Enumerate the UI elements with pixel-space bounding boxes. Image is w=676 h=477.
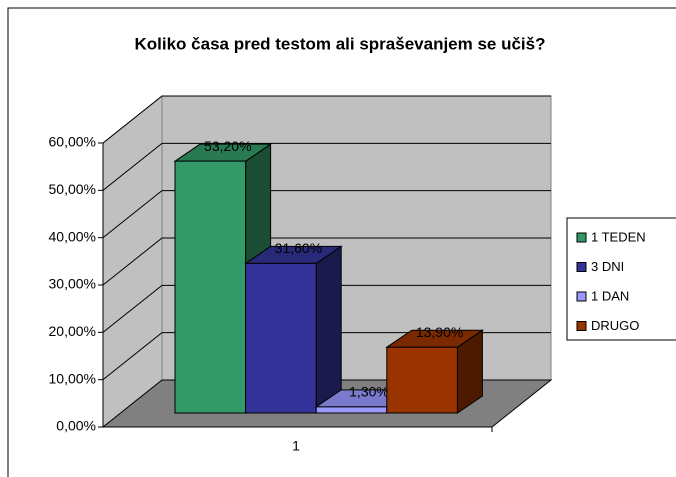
- grid-line: [102, 142, 551, 191]
- legend-label: 1 DAN: [591, 288, 629, 303]
- legend-label: 3 DNI: [591, 259, 624, 274]
- value-label: 13,90%: [416, 324, 463, 340]
- bar-front: [174, 160, 247, 414]
- legend-label: 1 TEDEN: [591, 229, 646, 244]
- legend-swatch: [576, 262, 587, 272]
- y-tick-label: 20,00%: [49, 323, 96, 339]
- bar-side: [315, 245, 342, 414]
- grid-line: [102, 95, 551, 144]
- grid-line: [102, 237, 551, 286]
- y-tick-label: 40,00%: [49, 228, 96, 244]
- value-label: 31,60%: [275, 240, 322, 256]
- y-tick-label: 60,00%: [49, 134, 96, 150]
- y-tick-label: 30,00%: [49, 276, 96, 292]
- x-tick-label: 1: [292, 438, 300, 454]
- grid-line: [102, 190, 551, 239]
- bar-front: [315, 406, 388, 414]
- value-label: 1,30%: [349, 384, 389, 400]
- value-label: 53,20%: [204, 138, 251, 154]
- bar: [243, 245, 343, 414]
- bar: [385, 329, 485, 414]
- y-tick-label: 10,00%: [49, 370, 96, 386]
- legend-label: DRUGO: [591, 318, 639, 333]
- legend-swatch: [576, 291, 587, 302]
- legend-swatch: [576, 232, 587, 243]
- bar-front: [386, 346, 458, 414]
- y-tick-label: 50,00%: [49, 181, 96, 197]
- legend-swatch: [576, 321, 587, 331]
- bar-front: [245, 262, 317, 414]
- y-tick-label: 0,00%: [56, 418, 96, 434]
- chart-title: Koliko časa pred testom ali spraševanjem…: [134, 34, 545, 53]
- grid-line: [102, 284, 551, 333]
